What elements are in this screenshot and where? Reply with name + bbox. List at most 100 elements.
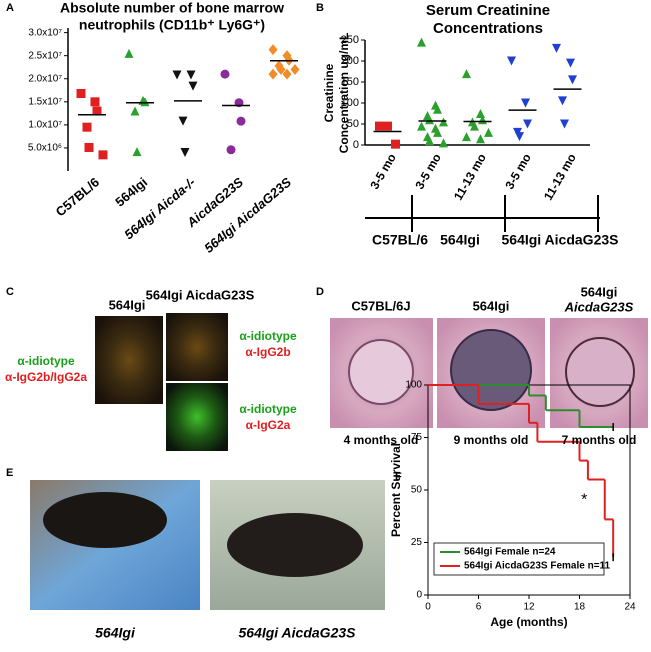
point bbox=[433, 127, 442, 137]
point bbox=[76, 89, 86, 99]
y-tick-label: 0 bbox=[416, 590, 422, 601]
image-title: 564Igi bbox=[581, 284, 618, 299]
point bbox=[391, 139, 400, 149]
point bbox=[417, 121, 426, 131]
point bbox=[178, 116, 188, 126]
y-tick-label: 2.5x10⁷ bbox=[28, 50, 62, 61]
panel-letter: B bbox=[316, 2, 324, 14]
group-label: C57BL/6 bbox=[372, 232, 428, 248]
point bbox=[568, 75, 577, 85]
x-tick-label: 18 bbox=[574, 602, 586, 613]
mouse bbox=[227, 513, 363, 577]
point bbox=[124, 48, 134, 58]
point bbox=[484, 127, 493, 137]
legend-box bbox=[433, 542, 605, 576]
stain-label: α-IgG2a bbox=[246, 418, 291, 432]
point bbox=[417, 37, 426, 47]
chart-subtitle: neutrophils (CD11b⁺ Ly6G⁺) bbox=[79, 17, 265, 33]
chart-subtitle: Concentrations bbox=[433, 20, 543, 37]
group-bracket bbox=[365, 195, 600, 232]
point bbox=[521, 98, 530, 108]
x-tick-label: 564Igi bbox=[112, 174, 150, 209]
point bbox=[92, 106, 102, 116]
y-tick-label: 25 bbox=[411, 537, 423, 548]
x-tick-label: 3-5 mo bbox=[367, 151, 398, 192]
age-label: 9 months old bbox=[454, 433, 529, 447]
point bbox=[90, 97, 100, 107]
y-tick-label: 50 bbox=[347, 118, 359, 130]
panel-letter: E bbox=[6, 467, 13, 479]
age-label: 7 months old bbox=[562, 433, 637, 447]
y-tick-label: 100 bbox=[405, 380, 422, 391]
point bbox=[558, 96, 567, 106]
point bbox=[140, 97, 150, 107]
point bbox=[130, 106, 140, 116]
point bbox=[84, 142, 94, 152]
image-title: 564Igi bbox=[109, 297, 146, 312]
panel-letter: D bbox=[316, 286, 324, 298]
point bbox=[375, 121, 384, 131]
annotation: * bbox=[581, 492, 587, 509]
point bbox=[82, 122, 92, 132]
group-label: 564Igi bbox=[440, 232, 480, 248]
x-tick-label: 0 bbox=[425, 602, 431, 613]
point bbox=[132, 147, 142, 157]
y-tick-label: 75 bbox=[411, 432, 423, 443]
y-tick-label: 200 bbox=[341, 55, 359, 67]
x-label: Age (months) bbox=[490, 615, 567, 629]
y-tick-label: 1.5x10⁷ bbox=[28, 96, 62, 107]
x-tick-label: 564Igi AicdaG23S bbox=[201, 174, 294, 256]
x-tick-label: C57BL/6 bbox=[53, 174, 103, 219]
y-tick-label: 0 bbox=[353, 139, 359, 151]
point bbox=[268, 44, 278, 56]
point bbox=[290, 64, 300, 76]
point bbox=[476, 134, 485, 144]
y-tick-label: 1.0x10⁷ bbox=[28, 120, 62, 131]
chart-title: Serum Creatinine bbox=[426, 2, 550, 19]
point bbox=[276, 64, 286, 76]
point bbox=[476, 109, 485, 118]
point bbox=[439, 117, 448, 127]
image-title: AicdaG23S bbox=[564, 299, 634, 314]
point bbox=[439, 138, 448, 148]
panel-letter: F bbox=[395, 471, 402, 483]
y-label: Creatinine bbox=[322, 63, 336, 122]
image-title: 564Igi bbox=[473, 298, 510, 313]
x-tick-label: 11-13 mo bbox=[541, 151, 579, 202]
panel-letter: A bbox=[6, 2, 14, 14]
panel-letter: C bbox=[6, 286, 14, 298]
group-label: 564Igi AicdaG23S bbox=[502, 232, 619, 248]
y-tick-label: 150 bbox=[341, 76, 359, 88]
point bbox=[236, 116, 246, 126]
stain-label: α-idiotype bbox=[239, 329, 297, 343]
y-tick-label: 2.0x10⁷ bbox=[28, 73, 62, 84]
point bbox=[462, 69, 471, 79]
x-tick-label: 3-5 mo bbox=[412, 151, 443, 192]
y-label: Percent Survival bbox=[389, 443, 403, 537]
y-tick-label: 100 bbox=[341, 97, 359, 109]
glomerulus bbox=[450, 329, 532, 411]
point bbox=[172, 70, 182, 80]
point bbox=[515, 132, 524, 142]
y-tick-label: 3.0x10⁷ bbox=[28, 27, 62, 38]
glomerulus bbox=[348, 339, 414, 405]
point bbox=[98, 150, 108, 160]
x-tick-label: 6 bbox=[476, 602, 482, 613]
micrograph bbox=[166, 383, 228, 451]
x-tick-label: 11-13 mo bbox=[451, 151, 489, 202]
y-tick-label: 50 bbox=[411, 485, 423, 496]
mouse bbox=[43, 492, 167, 548]
stain-label: α-idiotype bbox=[17, 354, 75, 368]
point bbox=[523, 119, 532, 129]
x-tick-label: 24 bbox=[624, 602, 636, 613]
photo-caption: 564Igi bbox=[95, 625, 136, 641]
chart-title: Absolute number of bone marrow bbox=[60, 0, 284, 16]
photo-caption: 564Igi AicdaG23S bbox=[239, 625, 357, 641]
point bbox=[180, 148, 190, 158]
point bbox=[470, 121, 479, 131]
x-tick-label: 3-5 mo bbox=[502, 151, 533, 192]
x-tick-label: 12 bbox=[523, 602, 535, 613]
point bbox=[226, 145, 236, 155]
y-label: Concentration ug/mL bbox=[337, 33, 351, 154]
